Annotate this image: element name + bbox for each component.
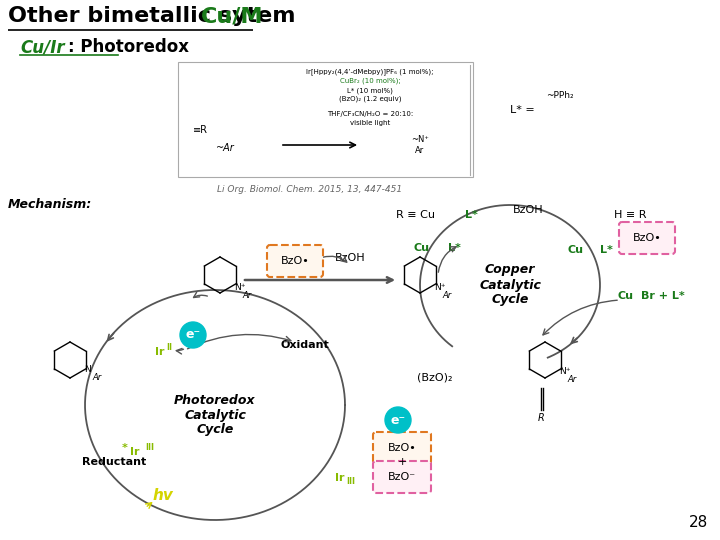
Text: II: II: [166, 343, 172, 353]
Text: Ar: Ar: [567, 375, 576, 384]
Text: Mechanism:: Mechanism:: [8, 198, 92, 211]
Text: Ir[Hppy₂(4,4’-dMebpy)]PF₆ (1 mol%);: Ir[Hppy₂(4,4’-dMebpy)]PF₆ (1 mol%);: [306, 68, 433, 75]
Text: L*: L*: [465, 210, 478, 220]
Text: Other bimetallic sytem: Other bimetallic sytem: [8, 6, 303, 26]
Text: THF/CF₃CN/H₂O = 20:10:: THF/CF₃CN/H₂O = 20:10:: [327, 111, 413, 117]
Text: 28: 28: [689, 515, 708, 530]
Text: L* (10 mol%): L* (10 mol%): [347, 87, 393, 93]
Text: e⁻: e⁻: [390, 414, 405, 427]
Circle shape: [180, 322, 206, 348]
FancyBboxPatch shape: [267, 245, 323, 277]
Text: *: *: [122, 443, 128, 453]
Text: L*: L*: [600, 245, 613, 255]
Text: Ir: Ir: [336, 473, 345, 483]
Text: R ≡ Cu: R ≡ Cu: [396, 210, 435, 220]
Text: N⁺: N⁺: [234, 282, 246, 292]
FancyBboxPatch shape: [373, 432, 431, 464]
Text: +: +: [397, 457, 407, 467]
Text: Reductant: Reductant: [82, 457, 146, 467]
Text: Ar: Ar: [242, 291, 251, 300]
Text: BzO•: BzO•: [281, 256, 310, 266]
Text: III: III: [346, 476, 355, 485]
Text: Ar: Ar: [442, 291, 451, 300]
Text: III: III: [145, 442, 154, 451]
Text: (BzO)₂ (1.2 equiv): (BzO)₂ (1.2 equiv): [338, 96, 401, 103]
Text: ~PPh₂: ~PPh₂: [546, 91, 574, 99]
Text: Li Org. Biomol. Chem. 2015, 13, 447-451: Li Org. Biomol. Chem. 2015, 13, 447-451: [217, 185, 402, 194]
Text: Ir: Ir: [130, 447, 140, 457]
Text: R: R: [538, 413, 544, 423]
Text: Cu/M: Cu/M: [201, 6, 264, 26]
Text: Cu: Cu: [567, 245, 583, 255]
Text: Ar: Ar: [92, 374, 102, 382]
Text: (BzO)₂: (BzO)₂: [418, 373, 453, 383]
Text: visible light: visible light: [350, 120, 390, 126]
Text: Cu: Cu: [414, 243, 430, 253]
Text: CuBr₂ (10 mol%);: CuBr₂ (10 mol%);: [340, 78, 400, 84]
Text: e⁻: e⁻: [186, 328, 201, 341]
Text: N⁺: N⁺: [559, 368, 570, 376]
Text: BzO•: BzO•: [633, 233, 662, 243]
Text: Mechanism: Mechanism: [112, 459, 120, 460]
Text: BzOH: BzOH: [335, 253, 365, 263]
Text: L*: L*: [448, 243, 461, 253]
Text: BzO•: BzO•: [387, 443, 416, 453]
FancyBboxPatch shape: [373, 461, 431, 493]
Text: BzO⁻: BzO⁻: [388, 472, 416, 482]
Text: Br + L*: Br + L*: [641, 291, 685, 301]
Text: : Photoredox: : Photoredox: [68, 38, 189, 56]
Text: Cu/Ir: Cu/Ir: [20, 38, 65, 56]
Text: BzOH: BzOH: [513, 205, 544, 215]
Bar: [178, 62, 473, 177]
Text: ~N⁺
Ar: ~N⁺ Ar: [411, 136, 429, 154]
Text: ≡R: ≡R: [192, 125, 207, 135]
Text: Ir: Ir: [156, 347, 165, 357]
Text: H ≡ R: H ≡ R: [613, 210, 647, 220]
FancyBboxPatch shape: [619, 222, 675, 254]
Circle shape: [385, 407, 411, 433]
Text: ~Ar: ~Ar: [215, 143, 235, 153]
Text: Oxidant: Oxidant: [281, 340, 329, 350]
Text: N: N: [84, 366, 91, 375]
Text: hv: hv: [153, 488, 174, 503]
Text: N⁺: N⁺: [434, 282, 446, 292]
Text: Cu: Cu: [618, 291, 634, 301]
Text: Photoredox
Catalytic
Cycle: Photoredox Catalytic Cycle: [174, 394, 256, 436]
Text: Copper
Catalytic
Cycle: Copper Catalytic Cycle: [479, 264, 541, 307]
Text: L* =: L* =: [510, 105, 535, 115]
